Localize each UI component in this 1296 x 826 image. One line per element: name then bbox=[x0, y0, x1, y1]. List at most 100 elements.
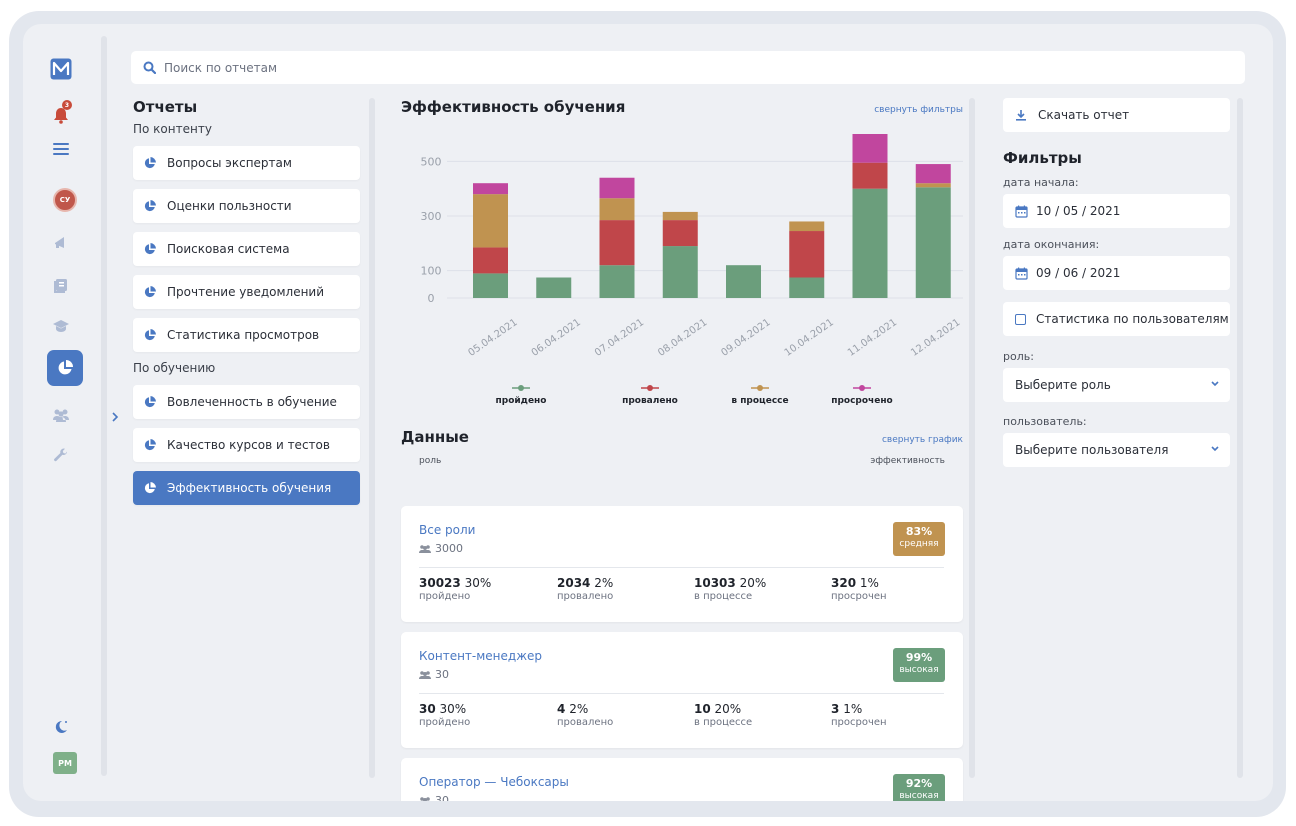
stat-value: 3 bbox=[831, 702, 840, 716]
graduation-cap-icon[interactable] bbox=[49, 314, 73, 338]
bar-segment[interactable] bbox=[662, 246, 698, 298]
report-item[interactable]: Поисковая система bbox=[133, 232, 360, 266]
bar-segment[interactable] bbox=[473, 194, 508, 248]
data-title: Данные bbox=[401, 428, 469, 446]
stat-label: просрочен bbox=[831, 717, 887, 728]
efficiency-value: 83% bbox=[905, 525, 933, 538]
bar-segment[interactable] bbox=[599, 198, 635, 221]
learning-reports-list: Вовлеченность в обучение Качество курсов … bbox=[133, 385, 361, 505]
legend-item[interactable]: пройдено bbox=[481, 384, 561, 406]
role-card[interactable]: Оператор — Чебоксары 30 92% высокая bbox=[401, 758, 963, 801]
bar-segment[interactable] bbox=[536, 277, 572, 299]
report-item[interactable]: Статистика просмотров bbox=[133, 318, 360, 352]
role-card[interactable]: Контент-менеджер 30 99% высокая 30 30% пройде… bbox=[401, 632, 963, 748]
start-date-field[interactable]: 10 / 05 / 2021 bbox=[1003, 194, 1230, 228]
expand-chevron-icon[interactable] bbox=[107, 407, 123, 427]
learning-section-label: По обучению bbox=[133, 361, 216, 375]
y-tick-label: 0 bbox=[428, 292, 435, 305]
role-name[interactable]: Контент-менеджер bbox=[419, 649, 543, 663]
stat-percent: 30% bbox=[439, 702, 467, 716]
legend-item[interactable]: в процессе bbox=[720, 384, 800, 406]
stat-value: 4 bbox=[557, 702, 566, 716]
bar-segment[interactable] bbox=[473, 247, 508, 274]
chevron-down-icon bbox=[1211, 446, 1219, 452]
stat-block: 30 30% пройдено bbox=[419, 702, 470, 728]
pie-chart-icon bbox=[144, 157, 156, 169]
bar-segment[interactable] bbox=[473, 273, 508, 298]
report-item-label: Эффективность обучения bbox=[167, 481, 332, 495]
start-date-value: 10 / 05 / 2021 bbox=[1036, 204, 1121, 218]
bar-segment[interactable] bbox=[915, 183, 951, 188]
legend-item[interactable]: просрочено bbox=[822, 384, 902, 406]
search-input[interactable] bbox=[164, 60, 764, 75]
role-name[interactable]: Все роли bbox=[419, 523, 476, 537]
user-avatar[interactable]: СУ bbox=[53, 188, 77, 212]
megaphone-icon[interactable] bbox=[49, 230, 73, 254]
bar-segment[interactable] bbox=[852, 134, 888, 163]
users-icon bbox=[419, 544, 431, 553]
bar-segment[interactable] bbox=[599, 220, 635, 266]
wrench-icon[interactable] bbox=[49, 444, 73, 468]
library-icon[interactable] bbox=[49, 274, 73, 298]
filters-divider bbox=[1237, 98, 1243, 778]
logo-icon[interactable] bbox=[49, 57, 73, 81]
legend-marker bbox=[512, 385, 530, 391]
stat-percent: 2% bbox=[569, 702, 589, 716]
users-icon[interactable] bbox=[49, 403, 73, 427]
bar-segment[interactable] bbox=[599, 265, 635, 298]
bar-segment[interactable] bbox=[473, 183, 508, 195]
page-title: Эффективность обучения bbox=[401, 98, 626, 116]
reports-panel: Отчеты По контенту Вопросы экспертам Оцен… bbox=[133, 98, 361, 514]
bar-segment[interactable] bbox=[852, 162, 888, 189]
download-report-button[interactable]: Скачать отчет bbox=[1003, 98, 1230, 132]
report-item[interactable]: Оценки пользности bbox=[133, 189, 360, 223]
stat-label: в процессе bbox=[694, 717, 753, 728]
bar-segment[interactable] bbox=[789, 221, 825, 232]
report-item[interactable]: Эффективность обучения bbox=[133, 471, 360, 505]
legend-label: провалено bbox=[622, 396, 678, 406]
collapse-filters-link[interactable]: свернуть фильтры bbox=[874, 105, 963, 115]
bar-segment[interactable] bbox=[662, 211, 698, 221]
reports-divider bbox=[369, 98, 375, 778]
role-select-value: Выберите роль bbox=[1015, 378, 1111, 392]
search-bar[interactable] bbox=[131, 51, 1245, 84]
role-card[interactable]: Все роли 3000 83% средняя 30023 30% пройдено 2… bbox=[401, 506, 963, 622]
report-item[interactable]: Вопросы экспертам bbox=[133, 146, 360, 180]
collapse-chart-link[interactable]: свернуть график bbox=[881, 435, 963, 445]
bell-icon[interactable]: 3 bbox=[49, 100, 73, 127]
report-item[interactable]: Качество курсов и тестов bbox=[133, 428, 360, 462]
stat-label: пройдено bbox=[419, 591, 471, 602]
bar-segment[interactable] bbox=[852, 188, 888, 298]
user-count-value: 3000 bbox=[435, 542, 463, 555]
menu-icon[interactable] bbox=[49, 137, 73, 161]
stat-value: 10 bbox=[694, 702, 711, 716]
bar-segment[interactable] bbox=[662, 220, 698, 247]
legend-label: просрочено bbox=[831, 396, 893, 406]
bar-segment[interactable] bbox=[726, 265, 761, 298]
x-tick-label: 12.04.2021 bbox=[909, 317, 962, 359]
users-icon bbox=[420, 796, 430, 801]
report-item[interactable]: Прочтение уведомлений bbox=[133, 275, 360, 309]
dark-mode-icon[interactable] bbox=[49, 715, 73, 739]
analytics-nav-button[interactable] bbox=[47, 350, 83, 386]
user-stats-checkbox[interactable] bbox=[1015, 313, 1026, 325]
bar-segment[interactable] bbox=[915, 187, 951, 298]
stat-block: 10 20% в процессе bbox=[694, 702, 752, 728]
legend-item[interactable]: провалено bbox=[610, 384, 690, 406]
user-count: 30 bbox=[419, 668, 449, 681]
pie-chart-icon bbox=[144, 482, 156, 494]
card-separator bbox=[419, 567, 944, 568]
role-select[interactable]: Выберите роль bbox=[1003, 368, 1230, 402]
stat-block: 10303 20% в процессе bbox=[694, 576, 766, 602]
bar-segment[interactable] bbox=[599, 177, 635, 199]
report-item[interactable]: Вовлеченность в обучение bbox=[133, 385, 360, 419]
end-date-field[interactable]: 09 / 06 / 2021 bbox=[1003, 256, 1230, 290]
profile-avatar[interactable]: PM bbox=[53, 752, 77, 774]
user-select[interactable]: Выберите пользователя bbox=[1003, 433, 1230, 467]
user-stats-checkbox-row[interactable]: Статистика по пользователям bbox=[1003, 302, 1230, 336]
bar-segment[interactable] bbox=[789, 277, 825, 299]
bar-segment[interactable] bbox=[789, 231, 825, 278]
role-label: роль: bbox=[1003, 350, 1034, 363]
role-name[interactable]: Оператор — Чебоксары bbox=[419, 775, 569, 789]
bar-segment[interactable] bbox=[915, 164, 951, 184]
